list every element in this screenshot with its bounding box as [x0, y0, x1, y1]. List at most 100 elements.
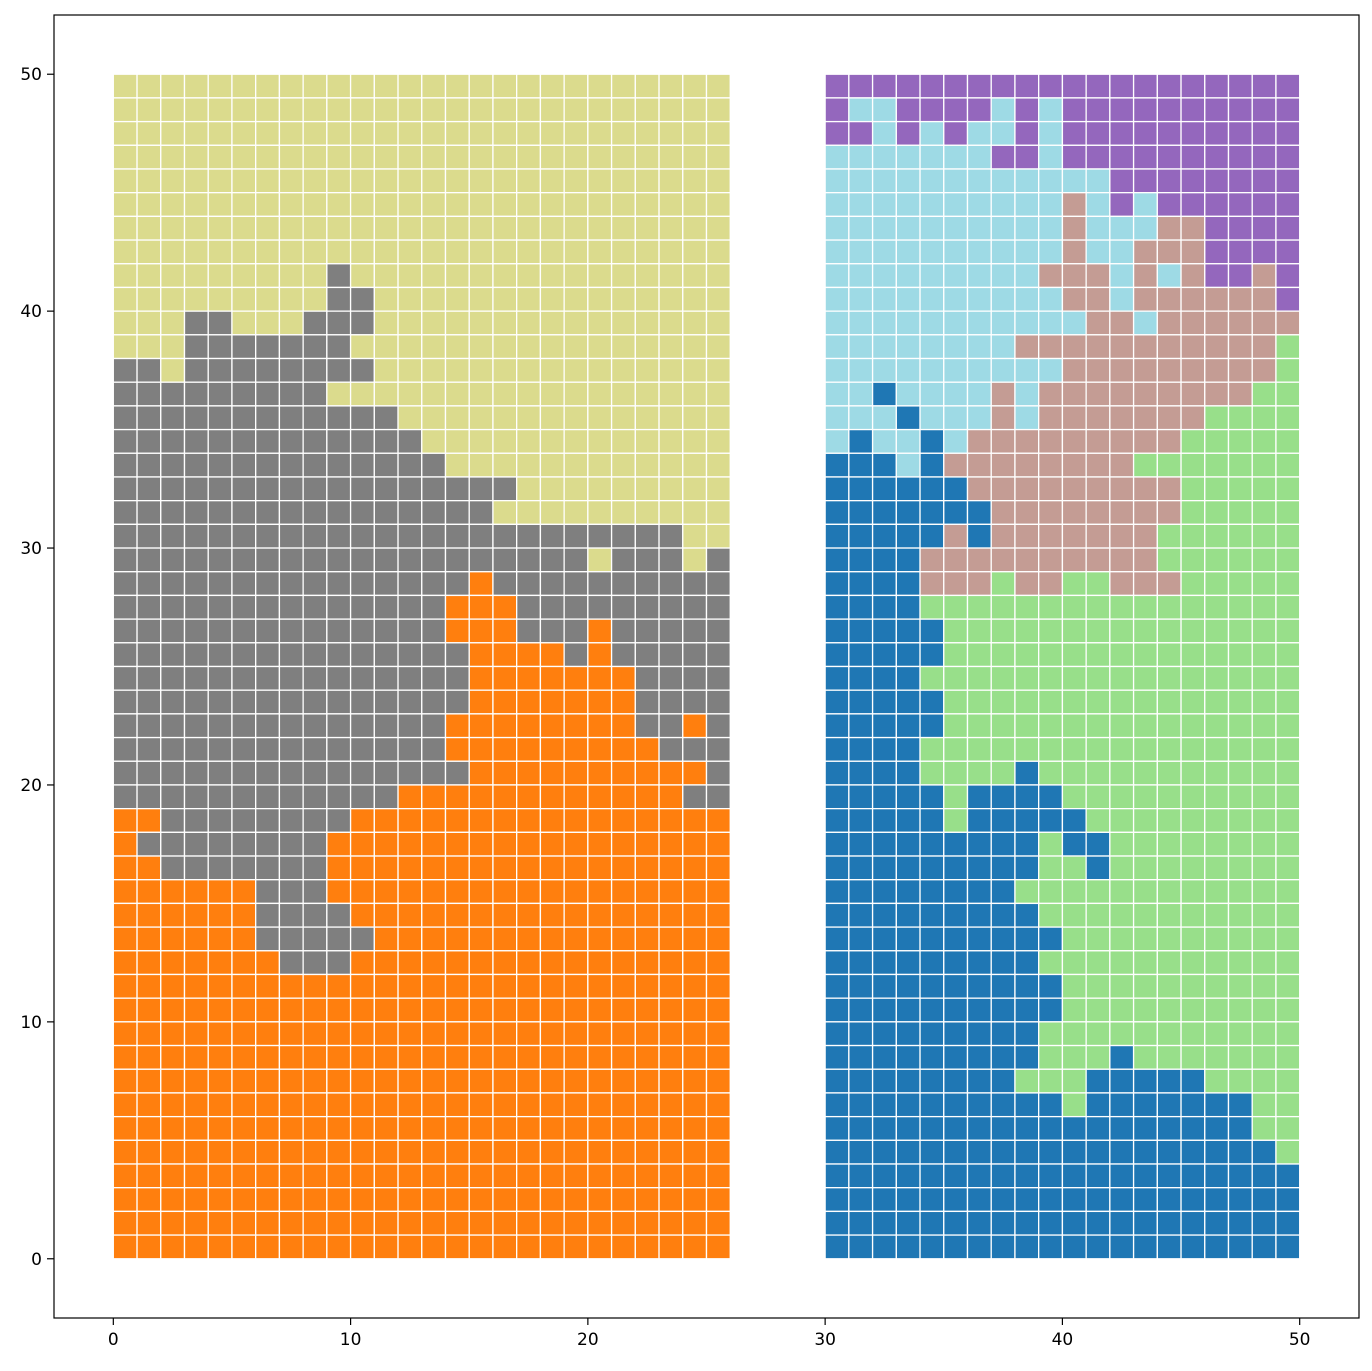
heatmap-cell [160, 144, 186, 170]
heatmap-cell [1180, 926, 1206, 952]
heatmap-cell [492, 357, 518, 383]
heatmap-cell [966, 144, 992, 170]
heatmap-cell [871, 310, 897, 336]
heatmap-cell [587, 73, 613, 99]
heatmap-cell [492, 973, 518, 999]
heatmap-cell [1251, 879, 1277, 905]
heatmap-cell [587, 950, 613, 976]
heatmap-cell [539, 500, 565, 526]
heatmap-cell [1156, 381, 1182, 407]
heatmap-cell [421, 452, 447, 478]
heatmap-cell [255, 760, 281, 786]
heatmap-cell [1227, 997, 1253, 1023]
heatmap-cell [1109, 902, 1135, 928]
heatmap-cell [1014, 144, 1040, 170]
heatmap-cell [895, 215, 921, 241]
heatmap-cell [255, 523, 281, 549]
heatmap-cell [634, 713, 660, 739]
heatmap-cell [943, 547, 969, 573]
heatmap-cell [919, 1115, 945, 1141]
heatmap-cell [634, 97, 660, 123]
heatmap-cell [1275, 926, 1301, 952]
heatmap-cell [373, 784, 399, 810]
heatmap-cell [634, 1021, 660, 1047]
heatmap-cell [634, 239, 660, 265]
heatmap-cell [990, 144, 1016, 170]
heatmap-cell [302, 1210, 328, 1236]
heatmap-cell [136, 879, 162, 905]
heatmap-cell [966, 1139, 992, 1165]
heatmap-cell [255, 1234, 281, 1260]
heatmap-cell [634, 452, 660, 478]
heatmap-cell [1085, 97, 1111, 123]
heatmap-cell [278, 405, 304, 431]
heatmap-cell [682, 594, 708, 620]
heatmap-cell [492, 476, 518, 502]
heatmap-cell [1180, 1139, 1206, 1165]
heatmap-cell [1085, 428, 1111, 454]
heatmap-cell [160, 1021, 186, 1047]
heatmap-cell [136, 1210, 162, 1236]
heatmap-cell [871, 500, 897, 526]
heatmap-cell [1180, 713, 1206, 739]
heatmap-cell [349, 760, 375, 786]
heatmap-cell [1132, 286, 1158, 312]
heatmap-cell [848, 926, 874, 952]
heatmap-cell [1180, 902, 1206, 928]
heatmap-cell [183, 665, 209, 691]
heatmap-cell [492, 500, 518, 526]
heatmap-cell [1109, 120, 1135, 146]
heatmap-cell [1227, 263, 1253, 289]
heatmap-cell [1132, 902, 1158, 928]
heatmap-cell [634, 689, 660, 715]
heatmap-cell [302, 73, 328, 99]
heatmap-cell [112, 760, 138, 786]
heatmap-cell [587, 831, 613, 857]
heatmap-cell [705, 500, 731, 526]
heatmap-cell [207, 855, 233, 881]
heatmap-cell [278, 1210, 304, 1236]
heatmap-cell [943, 523, 969, 549]
heatmap-cell [278, 1092, 304, 1118]
heatmap-cell [349, 239, 375, 265]
heatmap-cell [326, 902, 352, 928]
heatmap-cell [516, 476, 542, 502]
heatmap-cell [1275, 547, 1301, 573]
heatmap-cell [112, 120, 138, 146]
block-1 [112, 73, 731, 1260]
heatmap-cell [1061, 618, 1087, 644]
heatmap-cell [1251, 1187, 1277, 1213]
heatmap-cell [492, 997, 518, 1023]
heatmap-cell [919, 1139, 945, 1165]
heatmap-cell [634, 736, 660, 762]
heatmap-cell [587, 618, 613, 644]
heatmap-cell [658, 405, 684, 431]
heatmap-cell [1132, 807, 1158, 833]
heatmap-cell [112, 807, 138, 833]
heatmap-cell [421, 1163, 447, 1189]
heatmap-cell [539, 1163, 565, 1189]
heatmap-cell [1204, 1187, 1230, 1213]
heatmap-cell [682, 879, 708, 905]
heatmap-cell [705, 855, 731, 881]
heatmap-cell [231, 855, 257, 881]
heatmap-cell [1251, 192, 1277, 218]
heatmap-cell [1156, 1068, 1182, 1094]
heatmap-cell [1085, 547, 1111, 573]
heatmap-cell [1061, 1139, 1087, 1165]
heatmap-cell [326, 1210, 352, 1236]
heatmap-cell [326, 428, 352, 454]
heatmap-cell [231, 997, 257, 1023]
heatmap-cell [183, 997, 209, 1023]
heatmap-cell [1275, 879, 1301, 905]
heatmap-cell [278, 215, 304, 241]
heatmap-cell [255, 689, 281, 715]
heatmap-cell [563, 926, 589, 952]
heatmap-cell [1251, 784, 1277, 810]
heatmap-cell [1251, 571, 1277, 597]
heatmap-cell [539, 642, 565, 668]
heatmap-cell [943, 736, 969, 762]
heatmap-cell [919, 452, 945, 478]
heatmap-cell [1132, 1092, 1158, 1118]
heatmap-cell [1275, 215, 1301, 241]
